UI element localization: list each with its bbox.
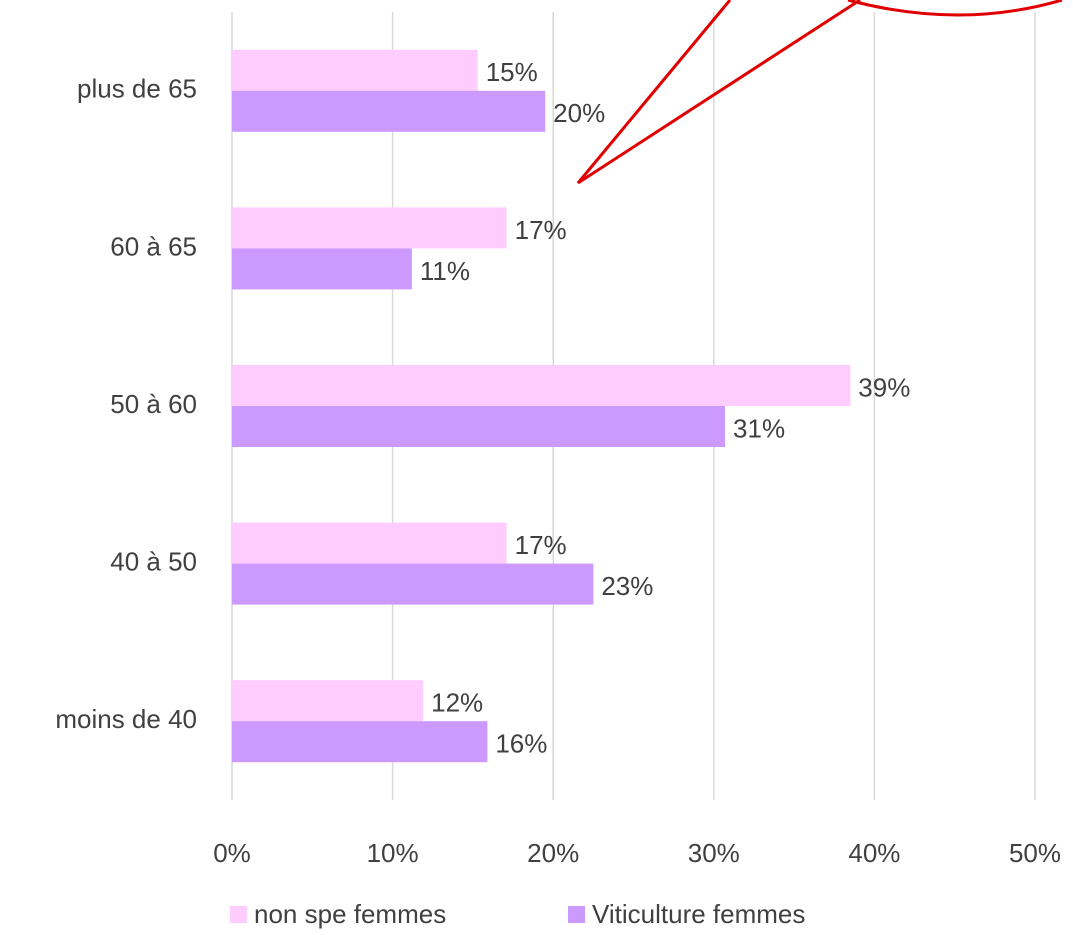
value-label: 20% [553, 98, 605, 128]
callout [576, 0, 1063, 185]
bar [232, 721, 488, 763]
y-tick-label: moins de 40 [55, 704, 197, 734]
callout-bubble [847, 0, 1063, 17]
bar [232, 680, 424, 722]
x-tick-label: 50% [1009, 838, 1061, 868]
x-tick-label: 40% [848, 838, 900, 868]
x-tick-label: 0% [213, 838, 251, 868]
y-tick-label: 60 à 65 [110, 231, 197, 261]
bar [232, 207, 507, 249]
x-tick-label: 10% [367, 838, 419, 868]
bar [232, 90, 546, 132]
value-label: 23% [601, 571, 653, 601]
value-label: 11% [420, 256, 470, 286]
legend-label: non spe femmes [254, 899, 446, 929]
plot: 0% 10% 20% 30% 40% 50% plus de 65 15% 20% 60 à 65… [55, 12, 1061, 929]
bar [232, 563, 594, 605]
legend-label: Viticulture femmes [592, 899, 805, 929]
bar [232, 49, 478, 91]
value-label: 15% [486, 57, 538, 87]
bar [232, 248, 412, 290]
x-tick-label: 30% [688, 838, 740, 868]
bar [232, 365, 851, 406]
bar [232, 406, 726, 447]
legend-swatch [230, 906, 247, 923]
legend-swatch [568, 906, 585, 923]
value-label: 17% [515, 215, 567, 245]
y-tick-label: 50 à 60 [110, 389, 197, 419]
value-label: 17% [515, 530, 567, 560]
value-label: 39% [858, 372, 910, 402]
x-tick-label: 20% [527, 838, 579, 868]
legend: non spe femmes Viticulture femmes [230, 899, 805, 929]
y-tick-label: 40 à 50 [110, 546, 197, 576]
y-tick-label: plus de 65 [77, 74, 197, 104]
callout-pointer [576, 0, 861, 185]
bar [232, 522, 507, 564]
value-label: 16% [495, 729, 547, 759]
value-label: 31% [733, 413, 785, 443]
value-label: 12% [431, 688, 483, 718]
